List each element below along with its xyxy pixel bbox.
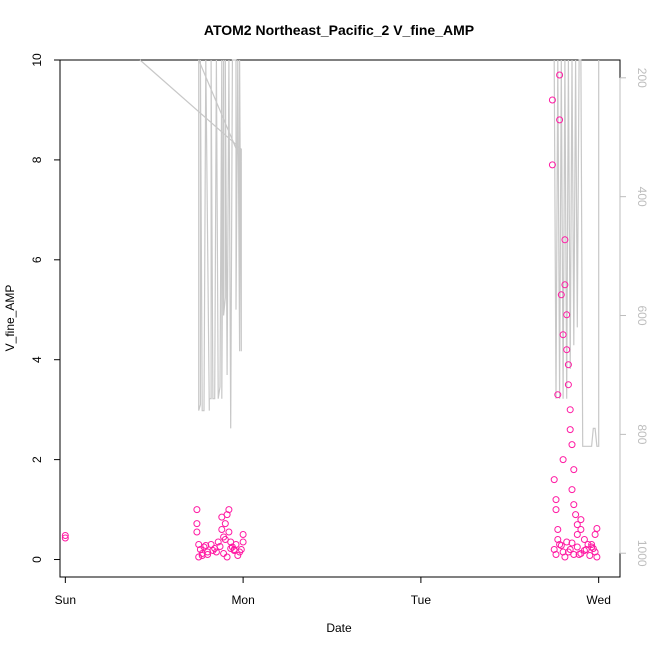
data-point — [568, 539, 576, 547]
data-point — [557, 291, 565, 299]
y-tick-label: 0 — [30, 556, 44, 563]
data-point — [61, 534, 69, 542]
data-point — [566, 406, 574, 414]
data-point — [573, 531, 581, 538]
data-point — [589, 545, 597, 552]
secondary-lines — [139, 59, 600, 447]
data-point — [573, 521, 581, 529]
data-point — [564, 381, 572, 389]
y2-axis: 200 400 600 800 1000 — [619, 68, 649, 567]
data-point — [223, 553, 231, 561]
y-tick-label: 2 — [30, 456, 44, 463]
data-point — [193, 506, 201, 514]
data-point — [577, 516, 585, 524]
data-point — [563, 311, 571, 319]
data-point — [563, 346, 571, 354]
data-point — [582, 546, 590, 553]
data-point — [556, 116, 564, 124]
data-point — [214, 538, 222, 546]
data-point — [588, 541, 596, 548]
data-point — [570, 466, 578, 474]
y2-tick-label: 800 — [635, 424, 649, 444]
y-tick-label: 10 — [30, 53, 44, 67]
data-point — [218, 526, 226, 533]
data-point — [566, 426, 574, 434]
data-point — [234, 552, 242, 559]
data-point — [564, 361, 572, 369]
data-point — [193, 520, 201, 528]
secondary-line-1 — [139, 59, 242, 429]
y2-tick-label: 600 — [635, 306, 649, 326]
secondary-line-2 — [553, 59, 600, 447]
data-point — [591, 531, 599, 538]
data-point — [568, 486, 576, 494]
data-point — [227, 545, 235, 552]
x-tick-label: Mon — [231, 593, 254, 607]
data-points — [61, 71, 601, 561]
data-point — [568, 441, 576, 449]
data-point — [225, 506, 233, 514]
data-point — [554, 526, 562, 533]
data-point — [570, 501, 578, 509]
data-point — [221, 520, 229, 528]
data-point — [580, 536, 588, 543]
data-point — [554, 391, 562, 399]
data-point — [593, 525, 601, 532]
y2-tick-label: 1000 — [635, 540, 649, 567]
data-point — [548, 96, 556, 104]
data-point — [573, 543, 581, 551]
plot-frame — [59, 59, 621, 578]
chart-title: ATOM2 Northeast_Pacific_2 V_fine_AMP — [204, 22, 474, 38]
y2-tick-label: 200 — [635, 68, 649, 88]
data-point — [204, 551, 212, 558]
data-point — [239, 538, 247, 546]
data-point — [550, 476, 558, 484]
data-point — [230, 547, 238, 554]
x-tick-label: Wed — [586, 593, 610, 607]
data-point — [559, 456, 567, 464]
x-axis-label: Date — [326, 621, 352, 635]
y-tick-label: 6 — [30, 256, 44, 263]
data-point — [561, 236, 569, 244]
data-point — [220, 550, 228, 557]
y-axis: 0 2 4 6 8 10 — [30, 53, 61, 563]
data-point — [200, 543, 208, 551]
data-point — [564, 548, 572, 556]
data-point — [563, 538, 571, 546]
data-point — [572, 511, 580, 519]
data-point — [577, 526, 585, 533]
data-point — [561, 553, 569, 561]
data-point — [225, 528, 233, 536]
data-point — [591, 548, 599, 556]
data-point — [548, 161, 556, 169]
x-tick-label: Sun — [55, 593, 76, 607]
y-tick-label: 4 — [30, 356, 44, 363]
data-point — [193, 528, 201, 536]
y2-tick-label: 400 — [635, 187, 649, 207]
data-point — [216, 543, 224, 550]
data-point — [556, 71, 564, 79]
data-point — [212, 548, 220, 556]
data-point — [575, 551, 583, 558]
data-point — [239, 531, 247, 538]
y-axis-label: V_fine_AMP — [3, 285, 17, 352]
data-point — [552, 496, 560, 504]
data-point — [557, 542, 565, 549]
x-tick-label: Tue — [411, 593, 432, 607]
data-point — [202, 542, 210, 549]
x-axis: Sun Mon Tue Wed — [55, 576, 611, 607]
data-point — [559, 331, 567, 339]
y-tick-label: 8 — [30, 156, 44, 163]
data-point — [561, 281, 569, 289]
data-point — [586, 552, 594, 559]
data-point — [195, 553, 203, 561]
data-point — [552, 551, 560, 558]
data-point — [554, 536, 562, 543]
data-point — [552, 506, 560, 514]
data-point — [61, 532, 69, 539]
data-point — [237, 546, 245, 553]
data-point — [209, 547, 217, 554]
